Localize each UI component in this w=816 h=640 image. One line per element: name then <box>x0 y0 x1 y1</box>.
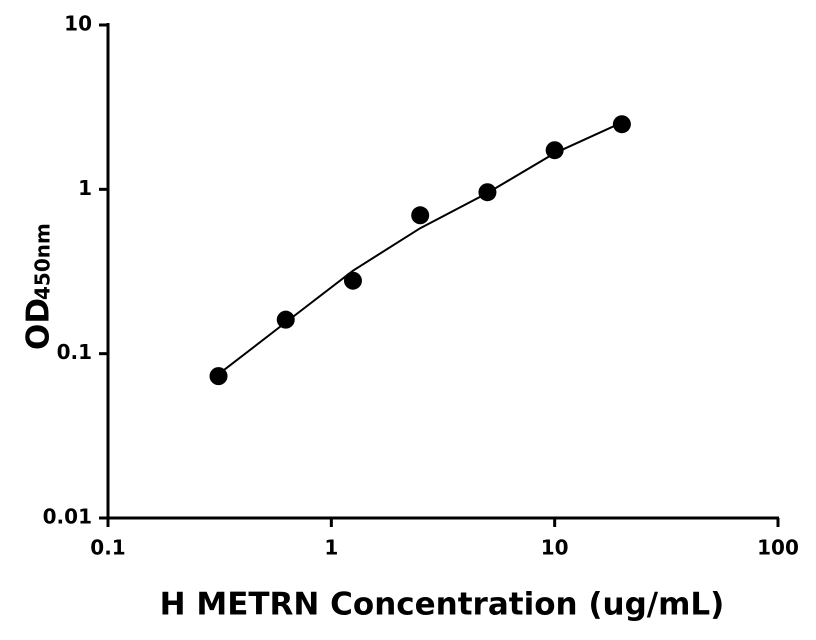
y-tick-label: 1 <box>78 176 92 200</box>
x-axis-label: H METRN Concentration (ug/mL) <box>160 587 725 623</box>
data-point <box>343 271 362 290</box>
y-axis-label-group: OD 450nm <box>21 223 57 350</box>
x-tick-label: 100 <box>757 536 799 560</box>
fit-curve <box>217 121 623 375</box>
y-tick-label: 0.01 <box>43 505 92 529</box>
y-axis-label-subscript: 450nm <box>31 223 55 300</box>
data-point <box>612 115 631 134</box>
data-point <box>411 206 430 225</box>
y-axis-label: OD <box>21 298 57 350</box>
y-tick-label: 10 <box>64 12 92 36</box>
y-tick-label: 0.1 <box>57 340 92 364</box>
data-point <box>545 141 564 160</box>
data-point <box>276 310 295 329</box>
x-tick-label: 10 <box>541 536 569 560</box>
data-point <box>209 367 228 386</box>
x-tick-label: 0.1 <box>90 536 125 560</box>
x-tick-label: 1 <box>324 536 338 560</box>
data-point <box>478 183 497 202</box>
